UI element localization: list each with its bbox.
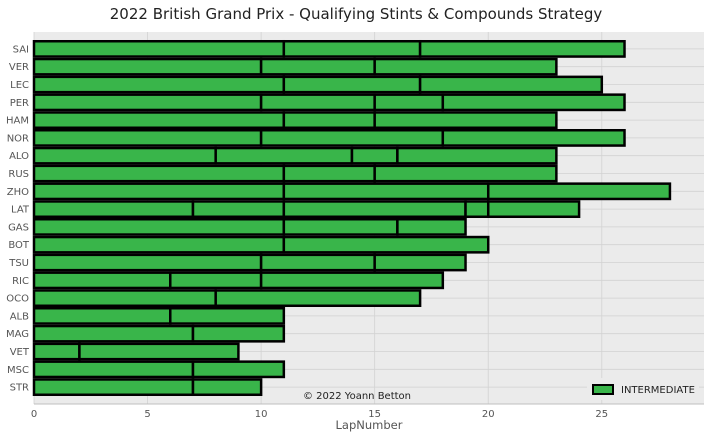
stint-bar-tsu-2 — [259, 253, 376, 272]
stint-bar-lat-5 — [486, 200, 581, 219]
stint-bar-tsu-3 — [373, 253, 467, 272]
y-tick-label: SAI — [13, 44, 29, 55]
stint-bar-alb-2 — [169, 306, 286, 325]
stint-bar-nor-3 — [441, 128, 626, 147]
stint-bar-ric-1 — [32, 271, 172, 290]
stint-bar-nor-2 — [259, 128, 445, 147]
y-tick-label: ALO — [9, 151, 29, 162]
stint-bar-sai-3 — [418, 39, 626, 58]
stint-bar-alo-2 — [214, 146, 354, 165]
stint-bar-gas-1 — [32, 217, 286, 236]
y-tick-label: VET — [10, 347, 30, 358]
stint-bar-lat-4 — [464, 200, 490, 219]
stint-bar-ham-3 — [373, 111, 558, 130]
y-tick-label: HAM — [6, 116, 29, 127]
stint-bar-oco-1 — [32, 289, 217, 308]
stint-bar-ver-2 — [259, 57, 376, 76]
stint-bar-bot-1 — [32, 235, 286, 254]
stint-bar-str-2 — [191, 378, 263, 397]
y-tick-label: VER — [9, 62, 29, 73]
x-tick-label: 20 — [482, 409, 495, 420]
y-tick-label: LAT — [11, 205, 30, 216]
stint-bar-alb-1 — [32, 306, 172, 325]
stint-bar-zho-3 — [486, 182, 672, 201]
stint-bar-rus-3 — [373, 164, 558, 183]
credit-annotation: © 2022 Yoann Betton — [303, 391, 411, 402]
legend-swatch — [592, 384, 614, 395]
x-axis-label: LapNumber — [336, 418, 403, 432]
stint-bar-sai-1 — [32, 39, 286, 58]
x-tick-label: 10 — [255, 409, 268, 420]
y-tick-label: LEC — [10, 80, 29, 91]
bars — [32, 39, 672, 397]
y-tick-label: PER — [10, 98, 29, 109]
stint-bar-mag-2 — [191, 324, 286, 343]
stint-bar-lec-2 — [282, 75, 422, 94]
y-tick-label: ALB — [10, 311, 29, 322]
stint-bar-lat-1 — [32, 200, 195, 219]
y-tick-label: ZHO — [7, 187, 29, 198]
stint-bar-vet-1 — [32, 342, 81, 361]
stint-bar-zho-1 — [32, 182, 286, 201]
stint-bar-ric-2 — [169, 271, 263, 290]
y-tick-label: STR — [10, 383, 29, 394]
legend: INTERMEDIATE — [587, 378, 699, 400]
stint-bar-gas-2 — [282, 217, 399, 236]
y-tick-label: MAG — [6, 329, 29, 340]
stint-bar-mag-1 — [32, 324, 195, 343]
x-tick-label: 0 — [31, 409, 37, 420]
stint-bar-ric-3 — [259, 271, 445, 290]
legend-label: INTERMEDIATE — [621, 385, 695, 396]
y-axis-ticks: SAI VER LEC PER HAM NOR ALO RUS ZHO LAT GAS BOT TSU R… — [6, 44, 30, 393]
stint-bar-lec-3 — [418, 75, 604, 94]
stint-bar-oco-2 — [214, 289, 422, 308]
stint-bar-ver-1 — [32, 57, 263, 76]
stint-bar-per-2 — [259, 93, 376, 112]
stint-bar-alo-4 — [396, 146, 558, 165]
x-tick-label: 15 — [368, 409, 381, 420]
stint-bar-per-4 — [441, 93, 626, 112]
x-axis-ticks: 0 5 10 15 20 25 — [31, 403, 704, 420]
stint-bar-bot-2 — [282, 235, 490, 254]
stint-bar-vet-2 — [78, 342, 240, 361]
stint-bar-per-3 — [373, 93, 445, 112]
stint-bar-lec-1 — [32, 75, 286, 94]
stint-bar-ham-2 — [282, 111, 376, 130]
legend-box — [587, 378, 699, 400]
stint-bar-rus-2 — [282, 164, 376, 183]
stint-bar-sai-2 — [282, 39, 422, 58]
stint-bar-tsu-1 — [32, 253, 263, 272]
stint-bar-per-1 — [32, 93, 263, 112]
y-tick-label: RIC — [12, 276, 29, 287]
stint-bar-gas-3 — [396, 217, 467, 236]
y-tick-label: OCO — [6, 294, 29, 305]
stint-bar-str-1 — [32, 378, 195, 397]
y-tick-label: GAS — [8, 222, 29, 233]
stint-bar-lat-2 — [191, 200, 286, 219]
stint-bar-zho-2 — [282, 182, 490, 201]
stint-bar-nor-1 — [32, 128, 263, 147]
chart-title: 2022 British Grand Prix - Qualifying Sti… — [110, 5, 603, 23]
y-tick-label: RUS — [8, 169, 29, 180]
stint-bar-msc-1 — [32, 360, 195, 379]
stint-bar-msc-2 — [191, 360, 286, 379]
y-tick-label: BOT — [8, 240, 30, 251]
stint-bar-rus-1 — [32, 164, 286, 183]
x-tick-label: 5 — [144, 409, 150, 420]
stint-bar-alo-3 — [350, 146, 399, 165]
x-tick-label: 25 — [595, 409, 608, 420]
y-tick-label: NOR — [7, 133, 29, 144]
stint-bar-lat-3 — [282, 200, 467, 219]
stint-bar-ver-3 — [373, 57, 558, 76]
stint-bar-alo-1 — [32, 146, 217, 165]
y-tick-label: MSC — [7, 365, 29, 376]
stint-bar-ham-1 — [32, 111, 286, 130]
y-tick-label: TSU — [8, 258, 29, 269]
